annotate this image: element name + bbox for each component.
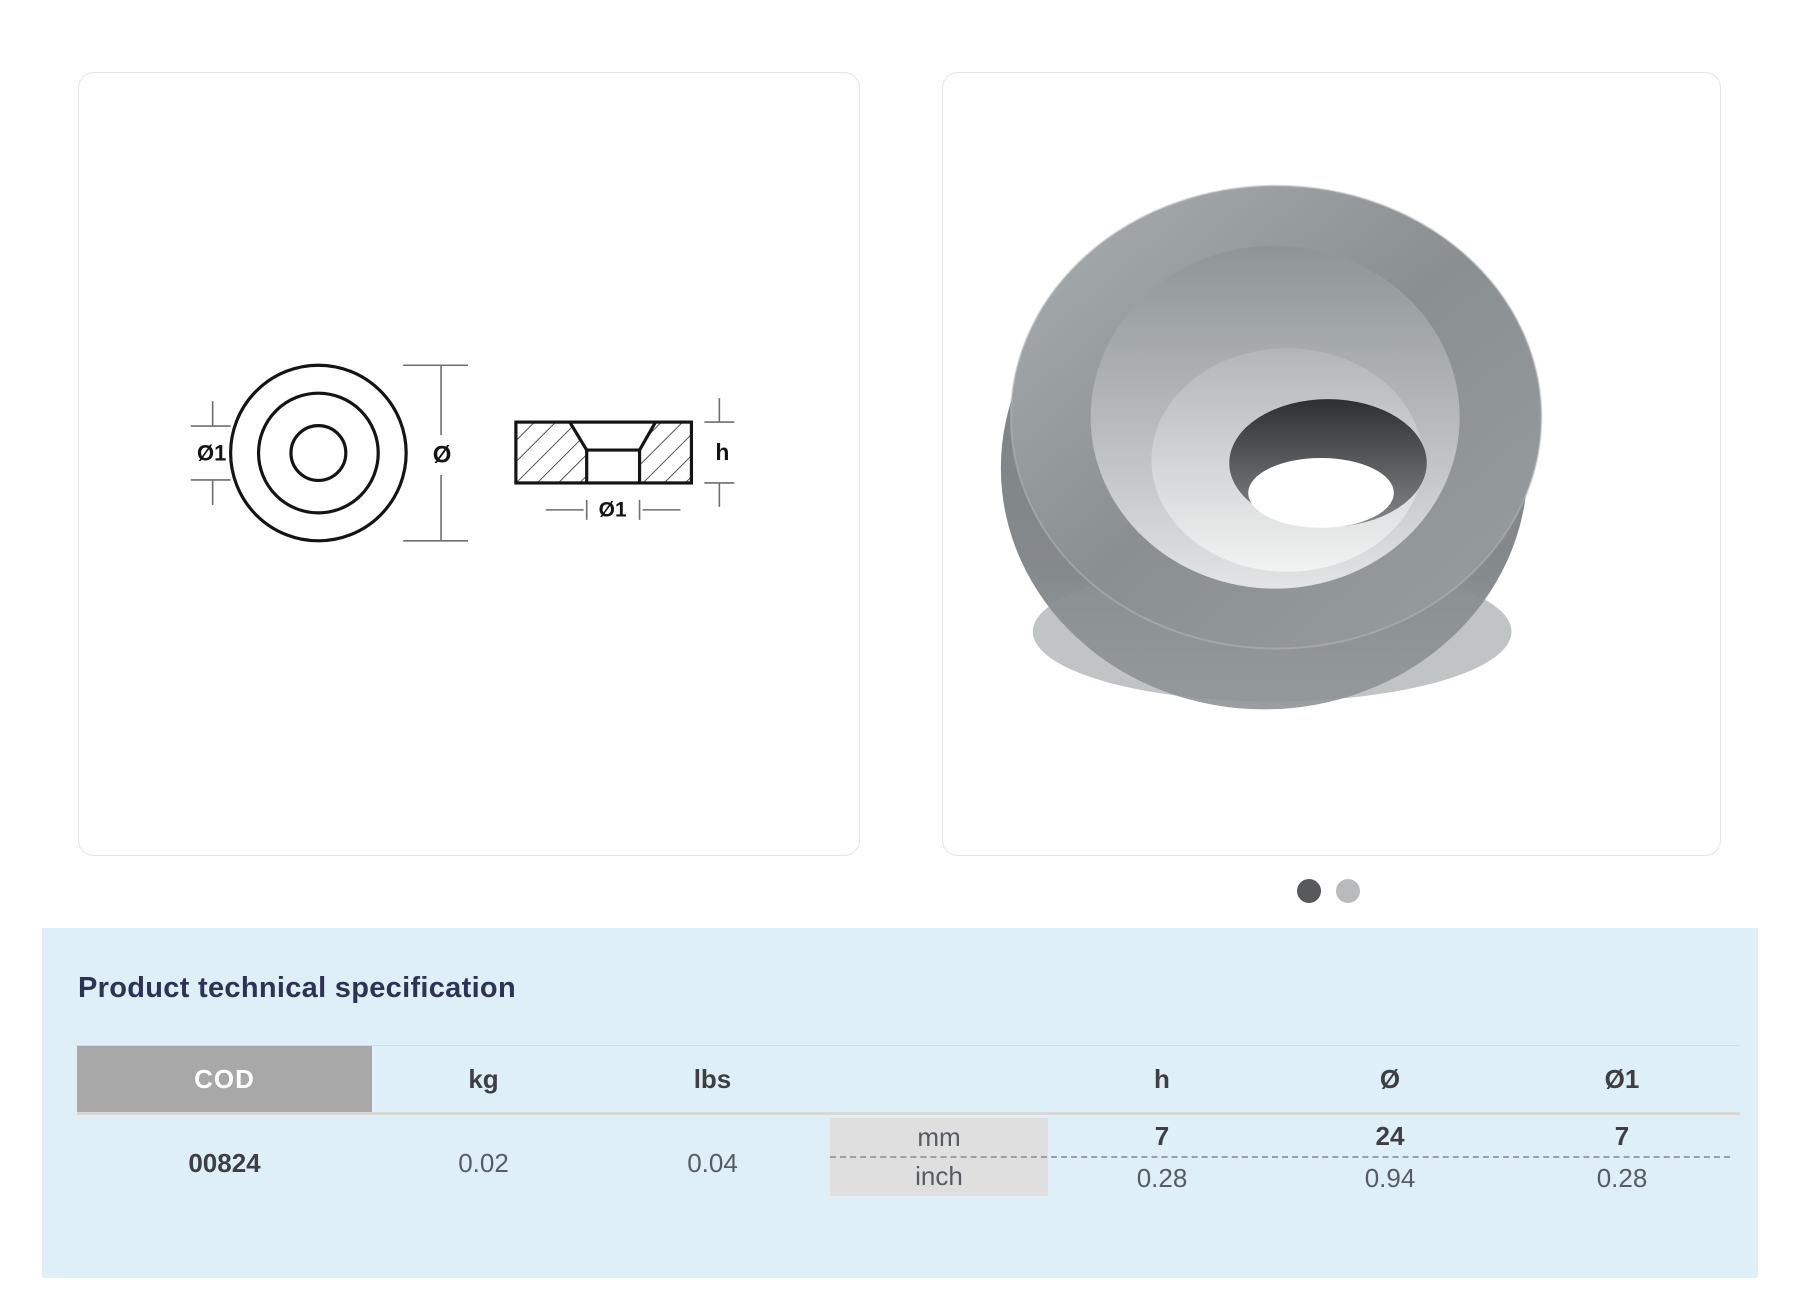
front-view: Ø1 Ø	[190, 363, 469, 543]
carousel-dots	[1297, 879, 1360, 903]
carousel-dot-2[interactable]	[1336, 879, 1360, 903]
unit-inch-label: inch	[915, 1161, 963, 1191]
header-lbs: lbs	[693, 1063, 732, 1094]
spec-table-header: COD kg lbs h Ø Ø1	[77, 1045, 1740, 1115]
section-title: Product technical specification	[78, 972, 516, 1004]
spec-table: COD kg lbs h Ø Ø1 00824 0.02 0.04 mm inc…	[77, 1045, 1740, 1211]
technical-drawing: Ø1 Ø h Ø1	[190, 363, 735, 543]
cell-diameter1-inch: 0.28	[1596, 1162, 1648, 1193]
spec-table-row: 00824 0.02 0.04 mm inch 7 0.28 24 0.94 7…	[77, 1115, 1740, 1211]
header-diameter: Ø	[1379, 1063, 1401, 1094]
product-photo-disc-anode	[1000, 184, 1543, 710]
cell-diameter1-mm: 7	[1614, 1120, 1630, 1151]
cell-h-mm: 7	[1154, 1120, 1170, 1151]
drawing-slide[interactable]: Ø1 Ø h Ø1	[78, 72, 860, 856]
cell-h: 7 0.28	[1048, 1115, 1276, 1211]
photo-slide[interactable]	[942, 72, 1721, 856]
header-units-spacer	[830, 1046, 1048, 1112]
unit-mm-label: mm	[917, 1122, 961, 1152]
mm-inch-divider	[830, 1156, 1730, 1158]
header-diameter1: Ø1	[1604, 1063, 1640, 1094]
cell-diameter1: 7 0.28	[1504, 1115, 1740, 1211]
header-kg: kg	[468, 1063, 499, 1094]
header-h: h	[1154, 1063, 1170, 1094]
front-outer-dim-label: Ø	[433, 442, 452, 469]
cell-h-inch: 0.28	[1136, 1162, 1188, 1193]
cell-lbs: 0.04	[687, 1147, 738, 1178]
cell-diameter-inch: 0.94	[1364, 1162, 1416, 1193]
product-spec-section: Product technical specification COD kg l…	[42, 928, 1758, 1278]
carousel-dot-1[interactable]	[1297, 879, 1321, 903]
front-hole-dim-label: Ø1	[197, 441, 226, 466]
cell-diameter-mm: 24	[1375, 1120, 1405, 1151]
section-view: h Ø1	[514, 398, 735, 521]
cell-cod: 00824	[188, 1147, 261, 1178]
cell-kg: 0.02	[458, 1147, 509, 1178]
section-height-dim-label: h	[715, 439, 729, 465]
header-cod: COD	[77, 1046, 372, 1112]
cell-diameter: 24 0.94	[1276, 1115, 1504, 1211]
section-hole-dim-label: Ø1	[599, 498, 627, 521]
